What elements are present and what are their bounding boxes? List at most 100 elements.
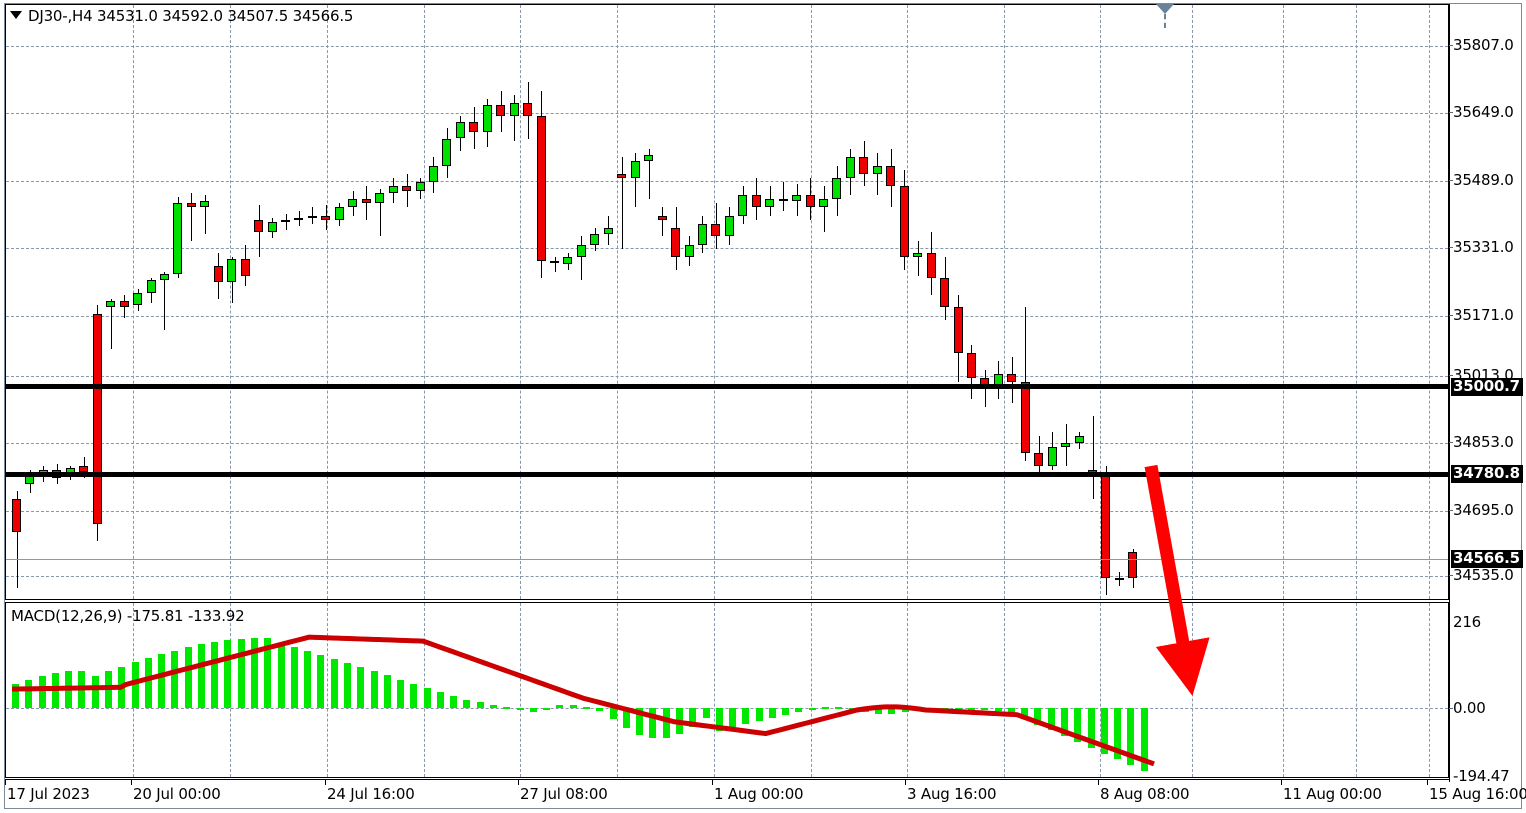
candlestick [832, 178, 841, 199]
time-axis-tick [712, 780, 713, 785]
price-axis-label: 35489.0 [1453, 171, 1514, 189]
price-axis-tick [1449, 315, 1453, 316]
candle-wick [877, 153, 878, 195]
macd-histogram-bar [317, 654, 324, 708]
price-plot-area[interactable] [6, 5, 1448, 599]
price-axis-tick [1449, 247, 1453, 248]
candlestick [725, 215, 734, 237]
price-axis-tick [1449, 442, 1453, 443]
chart-header[interactable]: DJ30-,H4 34531.0 34592.0 34507.5 34566.5 [10, 7, 353, 25]
price-axis-label: 34853.0 [1453, 433, 1514, 451]
candlestick [1101, 473, 1110, 579]
candlestick [779, 198, 788, 201]
time-axis-tick [325, 780, 326, 785]
candlestick [133, 292, 142, 306]
macd-plot-area[interactable] [6, 603, 1448, 777]
macd-histogram-bar [822, 706, 829, 709]
candlestick [1128, 552, 1137, 578]
candlestick [886, 165, 895, 187]
time-axis-label: 3 Aug 16:00 [907, 785, 997, 803]
candlestick [1115, 578, 1124, 581]
time-axis-tick [1098, 780, 1099, 785]
candlestick [483, 105, 492, 133]
candlestick [1061, 442, 1070, 447]
candlestick [442, 138, 451, 166]
time-axis-tick [5, 780, 6, 785]
time-axis[interactable]: 17 Jul 2023 20 Jul 00:00 24 Jul 16:00 27 Ju… [5, 779, 1526, 807]
macd-histogram-bar [530, 708, 537, 712]
macd-histogram-bar [596, 708, 603, 712]
candlestick [900, 186, 909, 258]
price-axis-tick [1449, 112, 1453, 113]
candlestick [711, 223, 720, 237]
support-level-line[interactable] [6, 472, 1448, 477]
triangle-down-icon[interactable] [10, 11, 22, 19]
candlestick [496, 105, 505, 116]
candle-wick [286, 213, 287, 231]
macd-histogram-bar [610, 708, 617, 720]
candle-wick [622, 157, 623, 249]
time-axis-label: 27 Jul 08:00 [520, 785, 608, 803]
macd-histogram-bar [703, 708, 710, 719]
price-gridline [6, 443, 1448, 444]
candlestick [469, 121, 478, 133]
candlestick [214, 265, 223, 283]
price-axis-label: 34566.5 [1451, 550, 1523, 568]
macd-histogram-bar [968, 708, 975, 712]
macd-histogram-bar [1021, 708, 1028, 719]
macd-axis-label: 216 [1453, 613, 1482, 631]
macd-histogram-bar [1061, 708, 1068, 737]
candle-wick [17, 490, 18, 589]
macd-indicator-pane[interactable]: MACD(12,26,9) -175.81 -133.92 [5, 602, 1449, 778]
candlestick [631, 161, 640, 179]
price-chart-pane[interactable] [5, 4, 1449, 600]
candlestick [617, 173, 626, 179]
candle-wick [111, 298, 112, 349]
macd-histogram-bar [1127, 708, 1134, 766]
macd-histogram-bar [689, 708, 696, 728]
macd-histogram-bar [1101, 708, 1108, 754]
macd-histogram-bar [25, 679, 32, 708]
resistance-level-line[interactable] [6, 384, 1448, 389]
macd-histogram-bar [477, 702, 484, 708]
candlestick [792, 194, 801, 201]
macd-histogram-bar [875, 708, 882, 714]
candlestick [348, 198, 357, 208]
candlestick [416, 182, 425, 191]
candlestick [362, 198, 371, 204]
candlestick [308, 215, 317, 218]
macd-histogram-bar [1088, 708, 1095, 748]
price-axis-tick [1449, 180, 1453, 181]
macd-label: MACD(12,26,9) -175.81 -133.92 [11, 607, 245, 625]
macd-histogram-bar [981, 708, 988, 710]
candlestick [954, 307, 963, 354]
chart-gridline-vertical [1429, 5, 1430, 599]
macd-histogram-bar [384, 675, 391, 708]
candlestick [967, 353, 976, 379]
price-axis-tick [1449, 510, 1453, 511]
chart-gridline-vertical [1004, 5, 1005, 599]
macd-histogram-bar [92, 676, 99, 708]
candlestick [873, 165, 882, 174]
time-axis-label: 8 Aug 08:00 [1100, 785, 1190, 803]
macd-histogram-bar [463, 700, 470, 708]
macd-axis[interactable]: 216 0.00 -194.47 [1449, 602, 1522, 785]
time-axis-tick [131, 780, 132, 785]
chart-gridline-vertical [424, 5, 425, 599]
candlestick [752, 194, 761, 208]
price-gridline [6, 46, 1448, 47]
candle-wick [824, 186, 825, 233]
price-axis-label: 34695.0 [1453, 501, 1514, 519]
price-axis-tick [1449, 575, 1453, 576]
chart-gridline-vertical [327, 5, 328, 599]
chart-gridline-vertical [520, 5, 521, 599]
macd-histogram-bar [331, 658, 338, 708]
macd-histogram-bar [649, 708, 656, 739]
time-axis-label: 1 Aug 00:00 [714, 785, 804, 803]
candle-wick [366, 186, 367, 220]
price-axis[interactable]: 35807.0 35649.0 35489.0 35331.0 35171.0 35013… [1449, 4, 1523, 600]
candlestick [927, 253, 936, 279]
chart-gridline-vertical [811, 5, 812, 599]
candlestick [402, 186, 411, 191]
candlestick [93, 313, 102, 524]
